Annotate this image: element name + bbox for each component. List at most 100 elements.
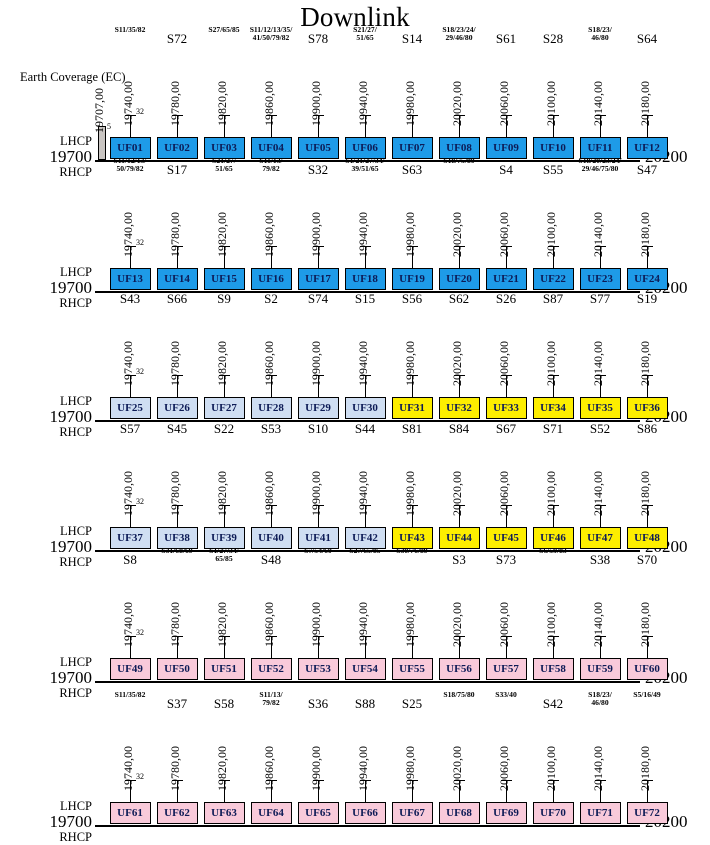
channel-box[interactable]: UF50 [156, 658, 198, 680]
channel-box[interactable]: UF49 [109, 658, 151, 680]
beam-label: S30/76/89 [396, 546, 428, 555]
channel-box[interactable]: UF04 [250, 137, 292, 159]
tick-cap [360, 636, 371, 637]
frequency-axis-line [95, 681, 640, 683]
channel-box[interactable]: UF57 [485, 658, 527, 680]
channel-box[interactable]: UF01 [109, 137, 151, 159]
channel-box[interactable]: UF03 [203, 137, 245, 159]
frequency-label: 19940,00 [356, 602, 370, 647]
channel-box[interactable]: UF38 [156, 527, 198, 549]
channel-box[interactable]: UF69 [485, 802, 527, 824]
channel-box[interactable]: UF08 [438, 137, 480, 159]
channel-box[interactable]: UF32 [438, 397, 480, 419]
channel-box[interactable]: UF48 [626, 527, 668, 549]
beam-label: S48 [260, 552, 282, 567]
bandwidth-label: 32 [136, 367, 144, 376]
channel-box[interactable]: UF34 [532, 397, 574, 419]
channel-box[interactable]: UF13 [109, 268, 151, 290]
tick-cap [407, 246, 418, 247]
beam-label: S44 [354, 421, 376, 436]
tick-cap [172, 246, 183, 247]
channel-box[interactable]: UF62 [156, 802, 198, 824]
channel-box[interactable]: UF46 [532, 527, 574, 549]
channel-box[interactable]: UF68 [438, 802, 480, 824]
channel-box[interactable]: UF35 [579, 397, 621, 419]
channel-box[interactable]: UF20 [438, 268, 480, 290]
channel-box[interactable]: UF72 [626, 802, 668, 824]
frequency-label: 19980,00 [403, 341, 417, 386]
channel-box[interactable]: UF63 [203, 802, 245, 824]
channel-box[interactable]: UF15 [203, 268, 245, 290]
channel-box[interactable]: UF41 [297, 527, 339, 549]
channel-box[interactable]: UF42 [344, 527, 386, 549]
channel-box[interactable]: UF24 [626, 268, 668, 290]
channel-box[interactable]: UF11 [579, 137, 621, 159]
beam-label: S11/13/79/82 [259, 156, 283, 173]
channel-box[interactable]: UF59 [579, 658, 621, 680]
channel-box[interactable]: UF60 [626, 658, 668, 680]
channel-box[interactable]: UF71 [579, 802, 621, 824]
tick-stem [647, 246, 648, 268]
channel-box[interactable]: UF44 [438, 527, 480, 549]
channel-box[interactable]: UF47 [579, 527, 621, 549]
tick-cap [172, 636, 183, 637]
channel-box[interactable]: UF56 [438, 658, 480, 680]
channel-box[interactable]: UF65 [297, 802, 339, 824]
channel-box[interactable]: UF27 [203, 397, 245, 419]
tick-cap [454, 636, 465, 637]
tick-cap [172, 780, 183, 781]
channel-box[interactable]: UF55 [391, 658, 433, 680]
channel-box[interactable]: UF14 [156, 268, 198, 290]
channel-box[interactable]: UF16 [250, 268, 292, 290]
channel-box[interactable]: UF43 [391, 527, 433, 549]
channel-box[interactable]: UF67 [391, 802, 433, 824]
channel-box[interactable]: UF61 [109, 802, 151, 824]
channel-box[interactable]: UF10 [532, 137, 574, 159]
channel-box[interactable]: UF17 [297, 268, 339, 290]
frequency-label: 19900,00 [309, 81, 323, 126]
frequency-label: 19980,00 [403, 746, 417, 791]
channel-box[interactable]: UF39 [203, 527, 245, 549]
channel-box[interactable]: UF09 [485, 137, 527, 159]
channel-box[interactable]: UF23 [579, 268, 621, 290]
channel-box[interactable]: UF45 [485, 527, 527, 549]
channel-box[interactable]: UF26 [156, 397, 198, 419]
tick-stem [600, 636, 601, 658]
channel-box[interactable]: UF02 [156, 137, 198, 159]
polarization-lhcp-label: LHCP [60, 394, 92, 408]
channel-box[interactable]: UF37 [109, 527, 151, 549]
channel-box[interactable]: UF19 [391, 268, 433, 290]
channel-box[interactable]: UF07 [391, 137, 433, 159]
channel-box[interactable]: UF70 [532, 802, 574, 824]
beam-label: S17 [166, 162, 188, 177]
channel-box[interactable]: UF18 [344, 268, 386, 290]
channel-box[interactable]: UF54 [344, 658, 386, 680]
channel-box[interactable]: UF53 [297, 658, 339, 680]
polarization-rhcp-label: RHCP [59, 686, 92, 700]
frequency-label: 19940,00 [356, 471, 370, 516]
channel-box[interactable]: UF66 [344, 802, 386, 824]
channel-box[interactable]: UF30 [344, 397, 386, 419]
beam-label: S11/12/13/35/41/50/79/82 [249, 25, 293, 42]
frequency-label: 19820,00 [215, 602, 229, 647]
channel-box[interactable]: UF05 [297, 137, 339, 159]
channel-box[interactable]: UF06 [344, 137, 386, 159]
channel-box[interactable]: UF52 [250, 658, 292, 680]
channel-box[interactable]: UF31 [391, 397, 433, 419]
polarization-rhcp-label: RHCP [59, 425, 92, 439]
channel-box[interactable]: UF51 [203, 658, 245, 680]
channel-box[interactable]: UF25 [109, 397, 151, 419]
beam-label: S14 [401, 31, 423, 46]
channel-box[interactable]: UF64 [250, 802, 292, 824]
channel-box[interactable]: UF29 [297, 397, 339, 419]
channel-box[interactable]: UF58 [532, 658, 574, 680]
channel-box[interactable]: UF28 [250, 397, 292, 419]
channel-box[interactable]: UF33 [485, 397, 527, 419]
channel-box[interactable]: UF40 [250, 527, 292, 549]
frequency-axis-line [95, 160, 640, 162]
channel-box[interactable]: UF36 [626, 397, 668, 419]
channel-box[interactable]: UF22 [532, 268, 574, 290]
channel-box[interactable]: UF12 [626, 137, 668, 159]
bandwidth-label: 32 [136, 497, 144, 506]
channel-box[interactable]: UF21 [485, 268, 527, 290]
